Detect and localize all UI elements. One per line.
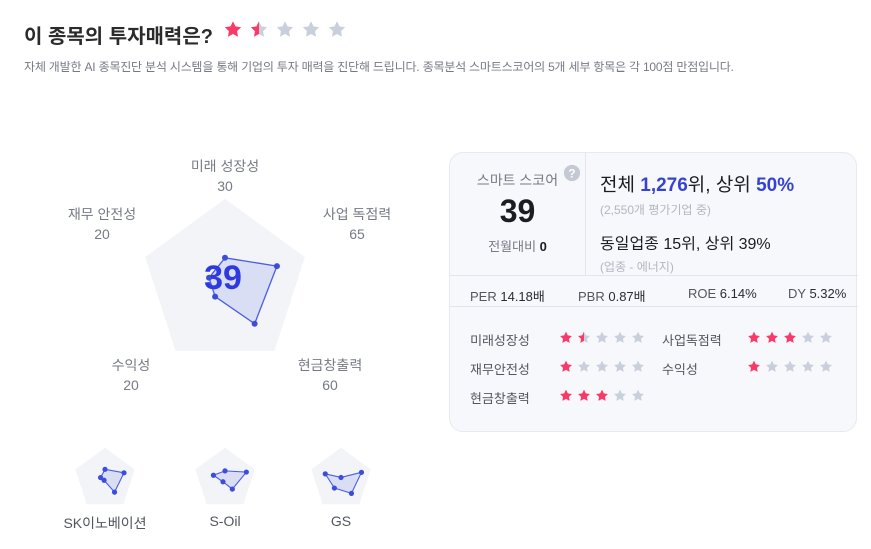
svg-text:?: ? xyxy=(568,168,575,181)
